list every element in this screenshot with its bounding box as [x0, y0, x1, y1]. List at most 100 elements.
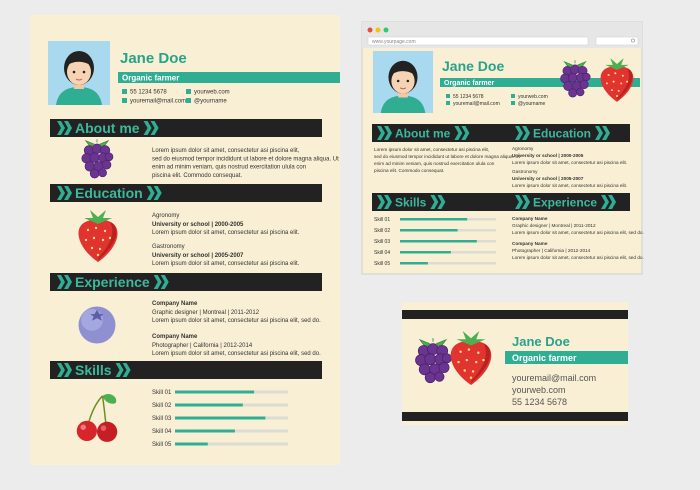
email: youremail@mail.com [453, 101, 500, 107]
chevron [150, 121, 159, 135]
education-text: Lorem ipsum dolor sit amet, consectetur … [152, 230, 300, 236]
role-bar [505, 351, 628, 364]
skill-level [175, 416, 266, 420]
company: Company Name [152, 301, 198, 307]
chevron [602, 126, 611, 140]
education-school: University or school | 2005-2007 [512, 176, 584, 181]
search-icon [631, 38, 635, 43]
section-title: Education [533, 126, 591, 140]
skill-level [175, 429, 235, 433]
skill-track [400, 262, 496, 265]
chevron [153, 275, 162, 289]
job-details: Graphic designer | Montreal | 2011-2012 [152, 310, 260, 316]
chevron [160, 275, 169, 289]
web: yourweb.com [194, 90, 230, 96]
icon [186, 98, 191, 103]
role: Organic farmer [122, 74, 179, 83]
icon [446, 94, 450, 98]
section-title: Experience [533, 195, 597, 209]
role: Organic farmer [444, 80, 494, 87]
education-field: Gastronomy [512, 169, 538, 174]
avatar [372, 51, 434, 113]
skill-level [400, 262, 428, 265]
job-details: Photographer | California | 2012-2014 [512, 248, 591, 253]
chevron [57, 275, 65, 289]
chevron [146, 186, 155, 200]
chevron [64, 275, 72, 289]
chevron [57, 363, 65, 377]
chevron [454, 126, 463, 140]
web: yourweb.com [512, 385, 566, 395]
about-text: piscina elit. Commodo consequat. [152, 173, 242, 179]
chevron [430, 195, 439, 209]
education-school: University or school | 2000-2005 [152, 222, 244, 228]
education-field: Gastronomy [152, 244, 185, 250]
card-stripe [402, 310, 628, 319]
chevron [377, 195, 385, 209]
section-title: Experience [75, 274, 150, 290]
chevron [153, 186, 162, 200]
icon [511, 94, 515, 98]
education-school: University or school | 2005-2007 [152, 253, 244, 259]
role-bar [440, 78, 640, 87]
skill-name: Skill 02 [152, 403, 172, 409]
job-text: Lorem ipsum dolor sit amet, consectetur … [512, 255, 644, 260]
chevron [595, 126, 604, 140]
blueberry [78, 306, 116, 344]
card-stripe [402, 412, 628, 421]
phone: 55 1234 5678 [130, 90, 167, 96]
email: youremail@mail.com [130, 99, 186, 105]
skill-name: Skill 04 [374, 250, 390, 256]
avatar [48, 40, 110, 106]
chevron [515, 195, 523, 209]
browser-mockup: www.yourpage.com Jane Doe Organic farmer… [361, 21, 643, 275]
education-field: Agronomy [512, 146, 534, 151]
skill-level [175, 403, 243, 407]
name: Jane Doe [120, 50, 187, 67]
name: Jane Doe [512, 334, 570, 349]
icon [446, 101, 450, 105]
chevron [515, 126, 523, 140]
chevron [122, 363, 131, 377]
role-bar [118, 72, 340, 83]
window-dot [367, 27, 373, 33]
section-title: About me [75, 120, 140, 136]
url-bar[interactable] [367, 36, 589, 46]
education-text: Lorem ipsum dolor sit amet, consectetur … [512, 183, 627, 188]
search-bar[interactable] [595, 36, 639, 46]
about-text: sed do eiusmod tempor incididunt ut labo… [374, 154, 521, 159]
chevron [522, 126, 530, 140]
skill-name: Skill 05 [152, 442, 172, 448]
url: www.yourpage.com [372, 39, 416, 45]
skill-name: Skill 01 [152, 390, 172, 396]
chevron [384, 126, 392, 140]
education-field: Agronomy [152, 213, 179, 219]
phone: 55 1234 5678 [453, 94, 484, 100]
chevron [377, 126, 385, 140]
chevron [57, 121, 65, 135]
skill-level [400, 218, 468, 221]
job-text: Lorem ipsum dolor sit amet, consectetur … [512, 230, 644, 235]
chevron [522, 195, 530, 209]
company: Company Name [512, 241, 548, 246]
skill-track [175, 442, 288, 446]
skill-name: Skill 01 [374, 217, 390, 223]
icon [186, 89, 191, 94]
icon [122, 89, 127, 94]
chevron [601, 195, 610, 209]
skill-name: Skill 05 [374, 261, 390, 267]
company: Company Name [512, 216, 548, 221]
skill-level [400, 251, 451, 254]
chevron [64, 363, 72, 377]
section-title: Education [75, 185, 143, 201]
company: Company Name [152, 334, 198, 340]
education-text: Lorem ipsum dolor sit amet, consectetur … [512, 160, 627, 165]
chevron [461, 126, 470, 140]
business-card: Jane Doe Organic farmer youremail@mail.c… [402, 302, 628, 425]
job-details: Photographer | California | 2012-2014 [152, 343, 253, 349]
skill-level [175, 442, 208, 446]
chevron [384, 195, 392, 209]
about-text: Lorem ipsum dolor sit amet, consectetur … [374, 147, 489, 152]
about-text: Lorem ipsum dolor sit amet, consectetur … [152, 148, 300, 154]
